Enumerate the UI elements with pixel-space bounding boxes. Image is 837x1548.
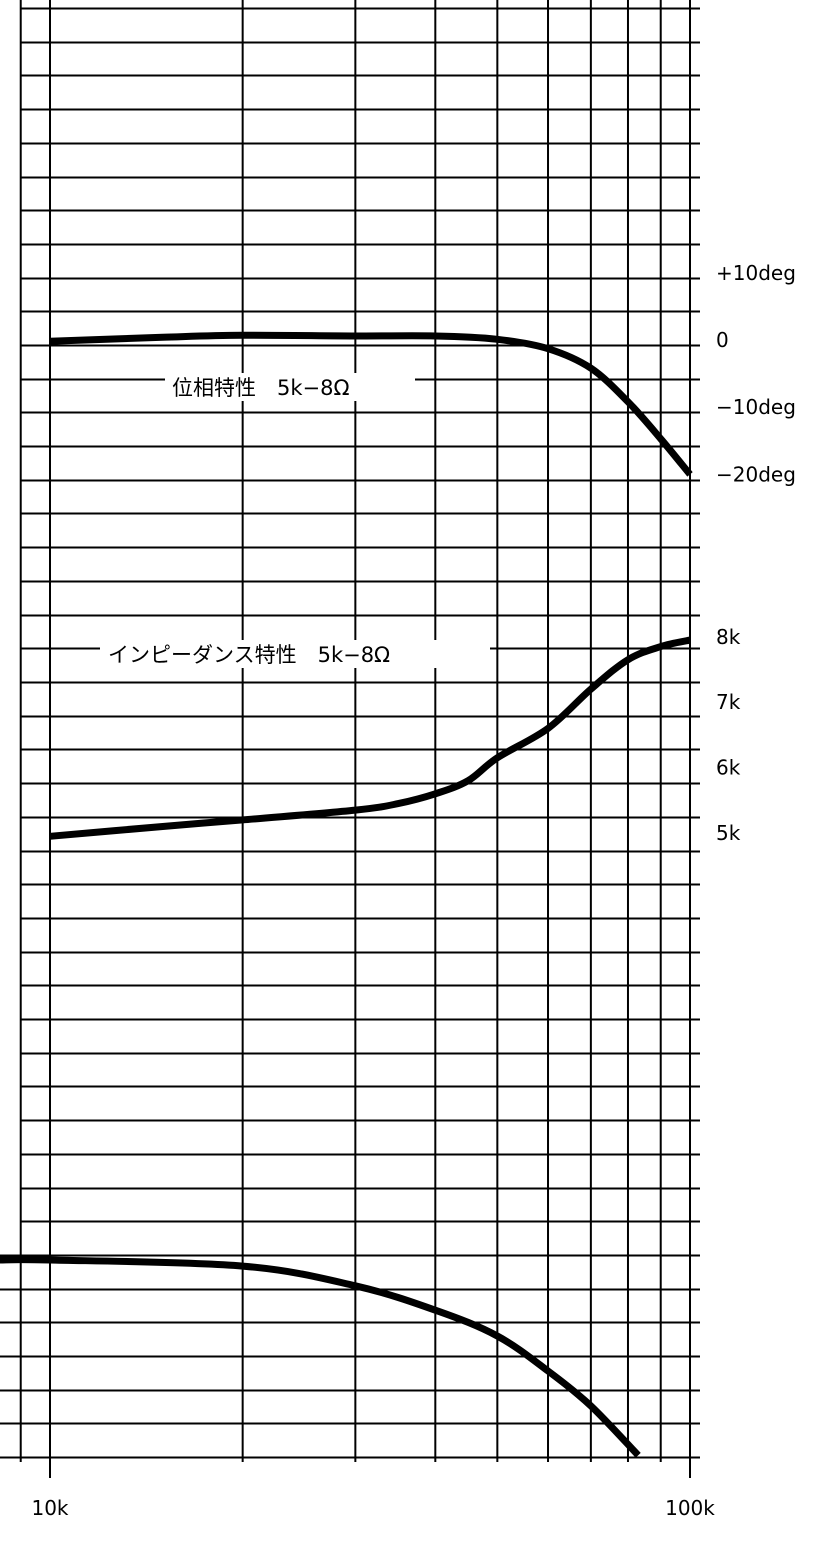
annotation-bg-impedance — [100, 640, 490, 668]
chart-curves — [0, 331, 693, 1458]
chart-labels: 位相特性 5k−8Ω インピーダンス特性 5k−8Ω +10deg 0 −10deg −2… — [31, 261, 795, 1520]
right-tick-label-2: −10deg — [716, 395, 796, 419]
lower-curve-curve — [0, 1256, 641, 1458]
right-tick-label-3: −20deg — [716, 462, 796, 486]
right-tick-label-6: 6k — [716, 756, 741, 780]
impedance-curve — [49, 636, 691, 840]
phase-curve — [49, 331, 693, 477]
x-tick-label-1: 100k — [665, 1496, 715, 1520]
annotation-impedance: インピーダンス特性 5k−8Ω — [108, 643, 390, 667]
right-tick-label-5: 7k — [716, 690, 741, 714]
annotation-bg-phase — [165, 373, 415, 401]
x-tick-label-0: 10k — [31, 1496, 68, 1520]
right-tick-label-4: 8k — [716, 625, 741, 649]
right-tick-label-7: 5k — [716, 821, 741, 845]
right-tick-label-1: 0 — [716, 328, 729, 352]
annotation-phase: 位相特性 5k−8Ω — [172, 376, 350, 400]
chart-grid — [0, 0, 700, 1478]
right-tick-label-0: +10deg — [716, 261, 796, 285]
